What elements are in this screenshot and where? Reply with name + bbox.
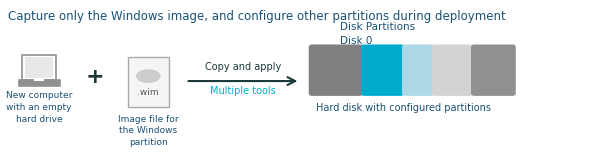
FancyBboxPatch shape [128,57,169,107]
FancyBboxPatch shape [471,44,516,96]
Text: Disk Partitions
Disk 0: Disk Partitions Disk 0 [340,22,415,46]
Text: Hard disk with configured partitions: Hard disk with configured partitions [316,103,491,113]
Text: Image file for
the Windows
partition: Image file for the Windows partition [118,115,179,147]
Text: +: + [86,67,104,87]
Text: New computer
with an empty
hard drive: New computer with an empty hard drive [6,91,73,124]
Text: .wim: .wim [137,88,159,97]
Text: Multiple tools: Multiple tools [210,86,276,96]
FancyBboxPatch shape [402,44,434,96]
Text: Copy and apply: Copy and apply [205,62,281,72]
Text: Capture only the Windows image, and configure other partitions during deployment: Capture only the Windows image, and conf… [8,10,506,23]
FancyBboxPatch shape [432,44,473,96]
FancyBboxPatch shape [309,44,363,96]
FancyBboxPatch shape [19,80,60,86]
FancyBboxPatch shape [361,44,404,96]
FancyBboxPatch shape [25,57,53,78]
Ellipse shape [136,69,161,83]
FancyBboxPatch shape [22,55,56,80]
